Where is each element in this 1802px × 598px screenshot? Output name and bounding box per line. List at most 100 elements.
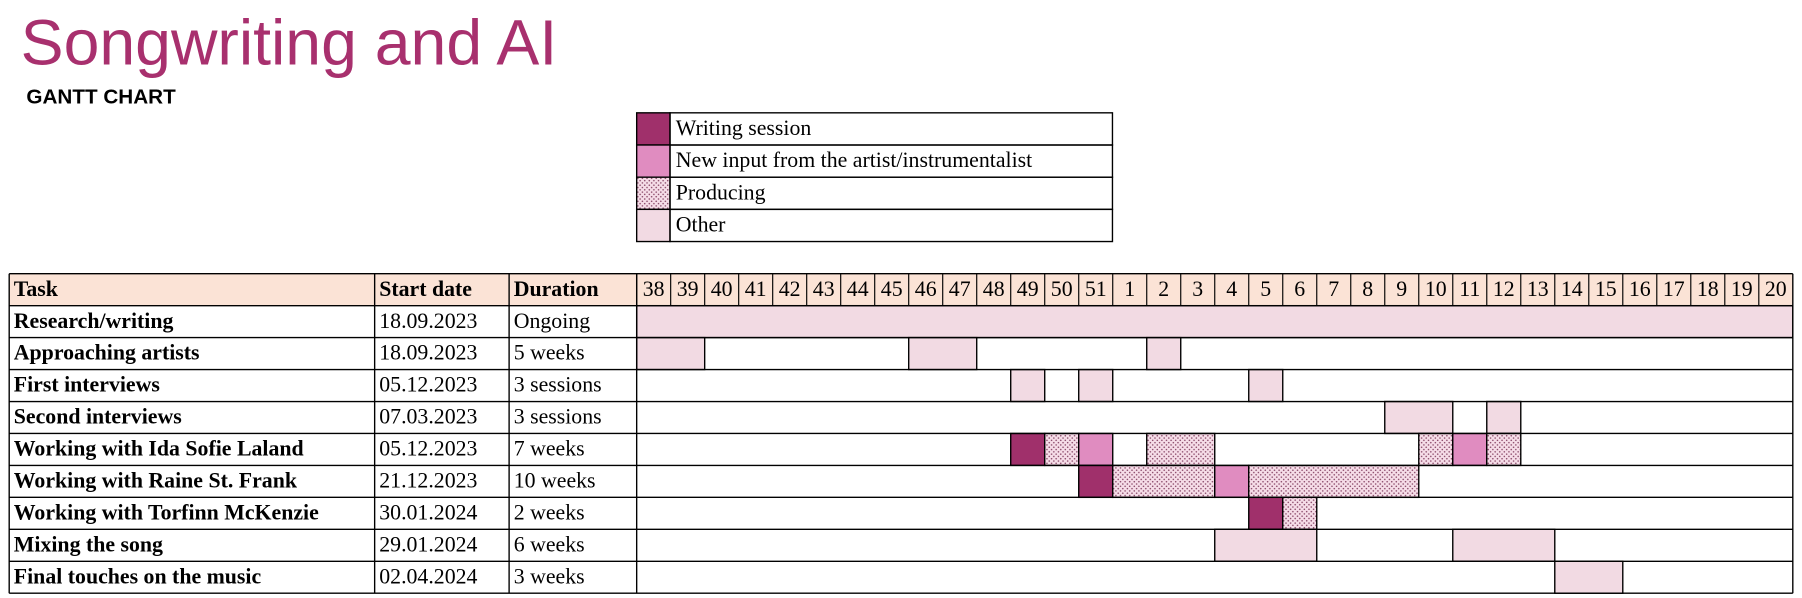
duration: 3 weeks	[514, 564, 585, 588]
gantt-bar	[1486, 400, 1522, 435]
week-label: 20	[1765, 277, 1787, 301]
start-date: 29.01.2024	[379, 532, 477, 556]
week-label: 16	[1629, 277, 1651, 301]
week-label: 39	[677, 277, 699, 301]
gantt-bar	[1146, 432, 1216, 467]
week-label: 12	[1493, 277, 1515, 301]
gantt-bar	[1282, 496, 1318, 530]
gantt-bar	[635, 336, 706, 371]
gantt-bar	[1078, 368, 1114, 403]
task: Working with Raine St. Frank	[14, 469, 298, 493]
start-date: 18.09.2023	[379, 309, 477, 333]
legend-label: New input from the artist/instrumentalis…	[676, 148, 1032, 172]
week-label: 6	[1294, 277, 1305, 301]
week-label: 47	[949, 277, 971, 301]
start-date: 07.03.2023	[379, 405, 477, 429]
week-label: 13	[1527, 277, 1549, 301]
week-label: 51	[1085, 277, 1107, 301]
task: Approaching artists	[14, 341, 200, 365]
gantt-bar	[1146, 336, 1182, 371]
week-label: 10	[1425, 277, 1447, 301]
week-label: 45	[881, 277, 903, 301]
title: Songwriting and AI	[21, 7, 558, 79]
gantt-bar	[1044, 432, 1080, 467]
week-label: 8	[1362, 277, 1373, 301]
week-label: 11	[1459, 277, 1480, 301]
start-date: 05.12.2023	[379, 373, 477, 397]
week-label: 14	[1561, 277, 1583, 301]
week-label: 41	[745, 277, 767, 301]
subtitle: GANTT CHART	[26, 85, 176, 108]
week-label: 50	[1051, 277, 1073, 301]
task: Research/writing	[14, 309, 174, 333]
week-label: 2	[1158, 277, 1169, 301]
week-label: 4	[1226, 277, 1237, 301]
gantt-bar	[908, 336, 978, 371]
gantt-bar	[1214, 528, 1318, 562]
header-bg	[9, 273, 1793, 306]
gantt-bar	[635, 304, 1794, 339]
gantt-bar	[1248, 464, 1420, 499]
week-label: 9	[1396, 277, 1407, 301]
week-label: 18	[1697, 277, 1719, 301]
week-label: 48	[983, 277, 1005, 301]
task: Mixing the song	[14, 532, 163, 556]
week-label: 44	[847, 277, 869, 301]
legend-label: Writing session	[676, 116, 812, 140]
legend-label: Producing	[676, 180, 766, 204]
column-header: Task	[14, 277, 59, 301]
gantt-bar	[1384, 400, 1454, 435]
start-date: 02.04.2024	[379, 564, 477, 588]
duration: 10 weeks	[514, 469, 596, 493]
task: Second interviews	[14, 405, 182, 429]
gantt-bar	[1010, 368, 1046, 403]
column-header: Start date	[379, 277, 472, 301]
week-label: 3	[1192, 277, 1203, 301]
gantt-bar	[1078, 464, 1114, 499]
gantt-bar	[1248, 496, 1284, 530]
gantt-bar	[1452, 528, 1556, 562]
legend-swatch	[635, 208, 671, 243]
gantt-bar	[1214, 464, 1250, 499]
week-label: 38	[643, 277, 665, 301]
gantt-bar	[1248, 368, 1284, 403]
gantt-bar	[1112, 464, 1216, 499]
gantt-bar	[1078, 432, 1114, 467]
week-label: 46	[915, 277, 937, 301]
column-header: Duration	[514, 277, 599, 301]
task: Working with Ida Sofie Laland	[14, 437, 304, 461]
gantt-bar	[1418, 432, 1454, 467]
week-label: 43	[813, 277, 835, 301]
task: Final touches on the music	[14, 564, 262, 588]
duration: 5 weeks	[514, 341, 585, 365]
week-label: 42	[779, 277, 801, 301]
duration: 3 sessions	[514, 405, 602, 429]
week-label: 40	[711, 277, 733, 301]
task: First interviews	[14, 373, 160, 397]
start-date: 30.01.2024	[379, 500, 477, 524]
start-date: 18.09.2023	[379, 341, 477, 365]
week-label: 49	[1017, 277, 1039, 301]
week-label: 1	[1124, 277, 1135, 301]
start-date: 05.12.2023	[379, 437, 477, 461]
legend-swatch	[635, 176, 671, 211]
legend-swatch	[635, 144, 671, 178]
week-label: 19	[1731, 277, 1753, 301]
week-label: 7	[1328, 277, 1339, 301]
legend-swatch	[635, 112, 671, 146]
duration: 6 weeks	[514, 532, 585, 556]
start-date: 21.12.2023	[379, 469, 477, 493]
duration: 2 weeks	[514, 500, 585, 524]
legend-label: Other	[676, 213, 726, 237]
gantt-bar	[1010, 432, 1046, 467]
duration: 3 sessions	[514, 373, 602, 397]
gantt-bar	[1452, 432, 1488, 467]
week-label: 17	[1663, 277, 1685, 301]
task: Working with Torfinn McKenzie	[14, 500, 319, 524]
duration: 7 weeks	[514, 437, 585, 461]
week-label: 5	[1260, 277, 1271, 301]
gantt-bar	[1554, 560, 1624, 594]
legend-box	[669, 208, 1114, 243]
week-label: 15	[1595, 277, 1617, 301]
